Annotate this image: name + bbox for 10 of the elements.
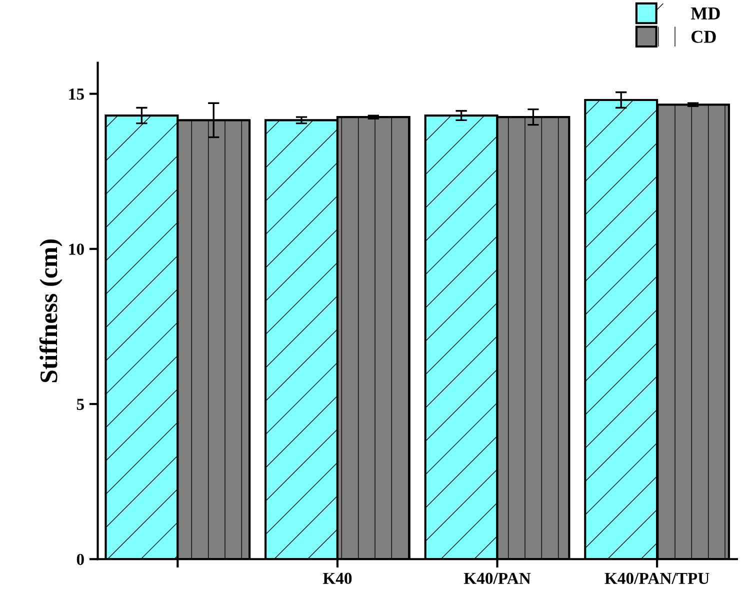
y-tick-label: 0	[76, 554, 84, 566]
y-tick-label: 10	[69, 244, 84, 255]
y-tick-label: 15	[69, 88, 84, 100]
legend-label: MD	[690, 8, 720, 20]
x-tick-label: K40/PAN/TPU	[604, 572, 710, 584]
x-tick-label: K40/PAN	[464, 572, 531, 584]
x-tick-label: K40	[322, 572, 352, 584]
y-axis-title: Stiffness (cm)	[39, 240, 62, 382]
y-tick-label: 5	[76, 398, 84, 410]
legend-label: CD	[692, 30, 716, 43]
